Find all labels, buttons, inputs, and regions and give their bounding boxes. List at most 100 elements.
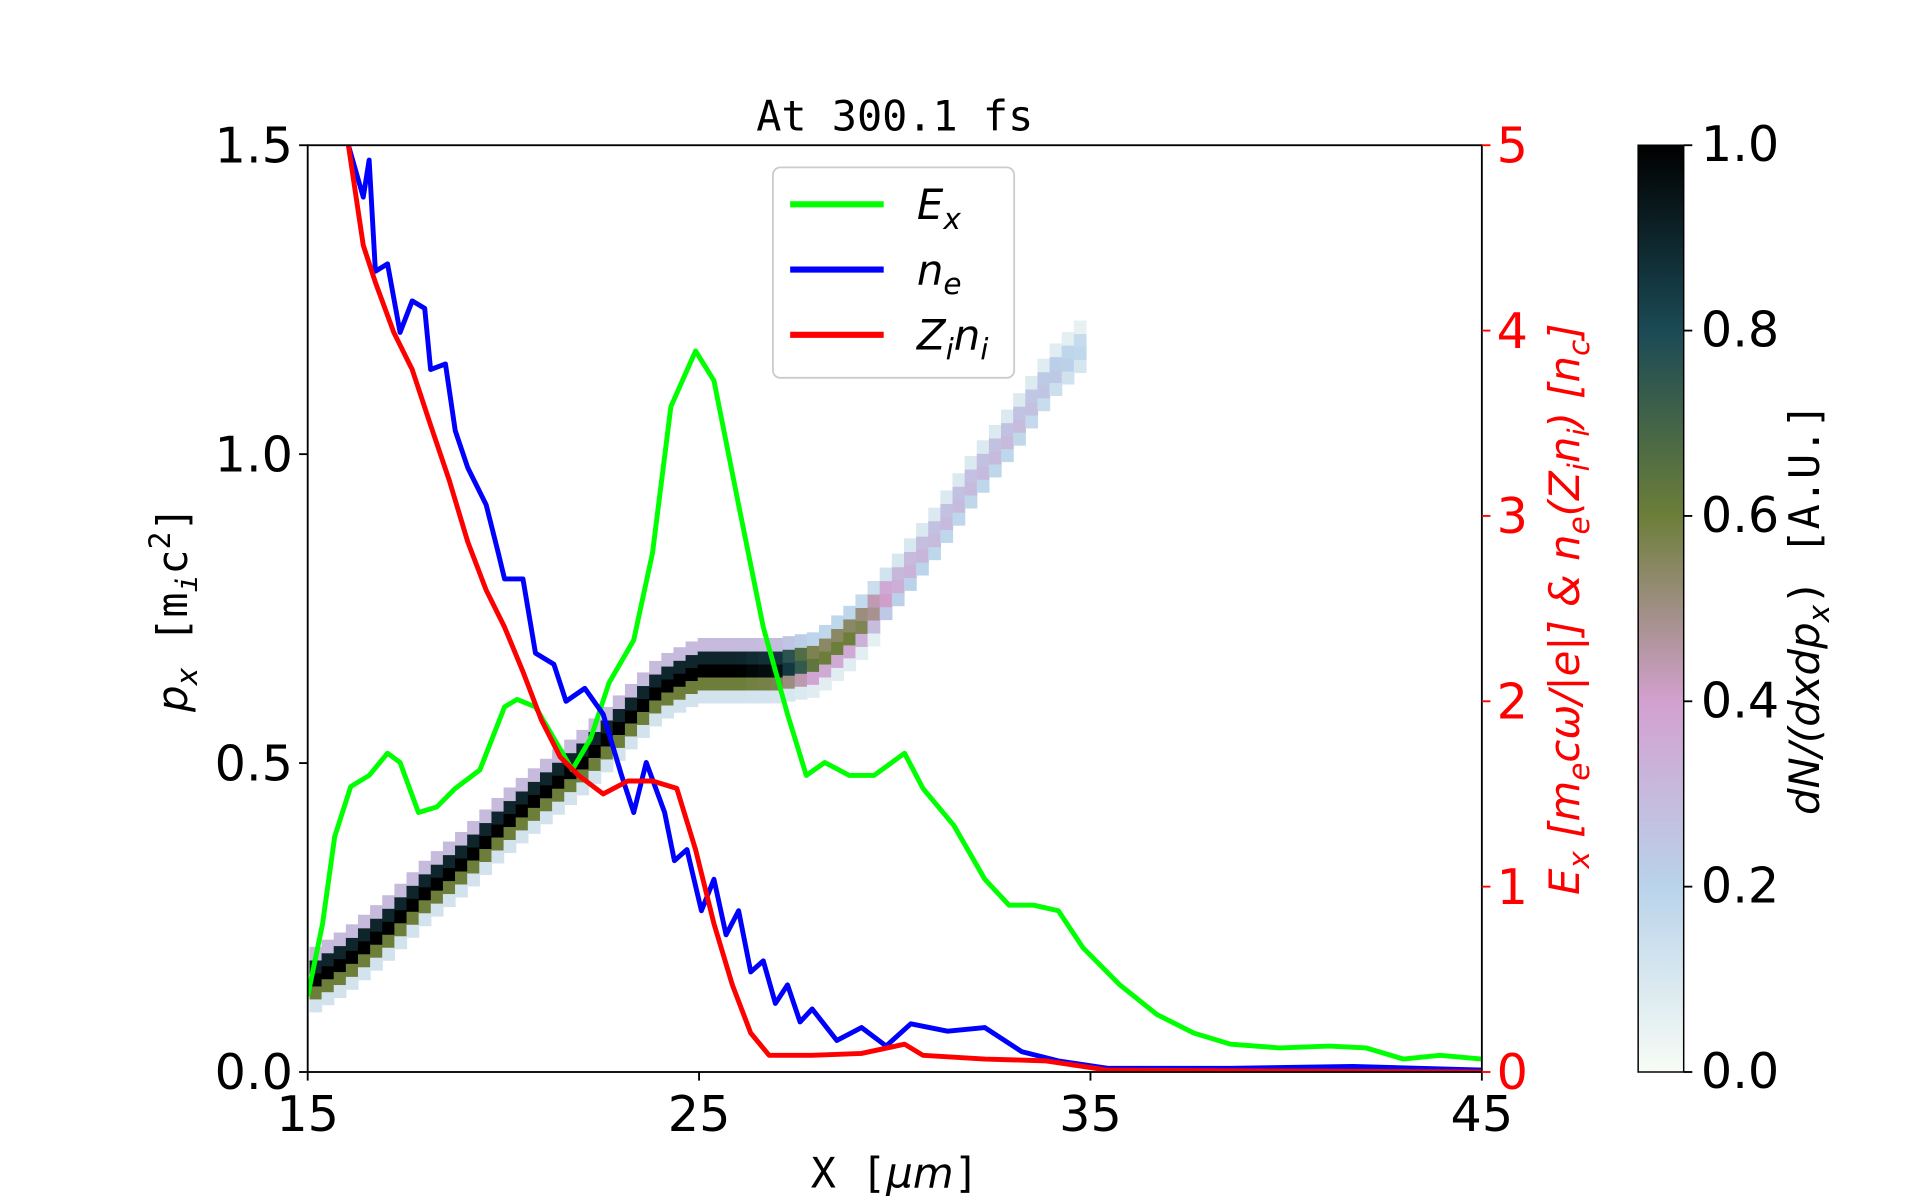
legend-label-ex: Ex (917, 180, 961, 236)
phase-space-cell (406, 898, 420, 912)
phase-space-cell (527, 807, 541, 821)
phase-space-cell (709, 676, 723, 691)
ylabel-sup: 2 (143, 532, 177, 550)
phase-space-cell (527, 768, 541, 782)
phase-space-cell (952, 499, 966, 513)
phase-space-cell (345, 950, 359, 964)
chart-title: At 300.1 fs (756, 91, 1033, 140)
x-label-part: ] (954, 1149, 979, 1198)
phase-space-cell (382, 908, 395, 922)
right-y-tick-label: 4 (1497, 302, 1528, 360)
phase-space-cell (903, 538, 917, 552)
phase-space-cell (721, 650, 735, 665)
phase-space-cell (685, 641, 699, 656)
phase-space-cell (721, 663, 735, 678)
phase-space-cell (891, 553, 905, 568)
phase-space-cell (564, 739, 577, 754)
x-label-unit: μm (885, 1149, 953, 1198)
colorbar (1637, 144, 1685, 1073)
rlabel-sub: e (1562, 763, 1596, 781)
left-y-tick-label: 1.5 (215, 116, 293, 174)
phase-space-cell (539, 784, 553, 799)
phase-space-cell (855, 646, 869, 660)
phase-space-cell (576, 729, 590, 744)
phase-space-cell (564, 778, 577, 793)
phase-space-cell (539, 758, 553, 773)
rlabel-sub: c (1562, 340, 1596, 356)
phase-space-cell (843, 618, 857, 633)
phase-space-cell (831, 628, 844, 642)
phase-space-cell (746, 637, 759, 652)
phase-space-cell (321, 965, 335, 980)
phase-space-cell (867, 606, 881, 621)
x-tick-label: 35 (1059, 1085, 1122, 1143)
phase-space-cell (333, 971, 347, 986)
plot-frame (306, 144, 1483, 1073)
right-y-axis-ticks: 0 1 2 3 4 5 (1481, 116, 1528, 1101)
phase-space-cell (612, 721, 626, 735)
phase-space-cell (697, 676, 711, 691)
phase-space-cell (831, 667, 844, 681)
phase-space-cell (1037, 371, 1051, 386)
rlabel-sub: i (1562, 428, 1596, 437)
rlabel-sub: i (1562, 462, 1596, 471)
phase-space-cell (1073, 346, 1087, 361)
ylabel-p: p (148, 685, 197, 713)
phase-space-cell (879, 567, 893, 582)
phase-space-cell (649, 699, 662, 714)
phase-space-cell (479, 809, 493, 824)
phase-space-cell (928, 520, 941, 535)
phase-space-cell (673, 686, 687, 700)
phase-space-cell (527, 820, 541, 834)
phase-space-cell (539, 797, 553, 812)
phase-space-cell (1073, 320, 1087, 335)
phase-space-cell (770, 637, 784, 652)
phase-space-cell (649, 712, 662, 727)
phase-space-cell (467, 859, 480, 874)
phase-space-cell (685, 654, 699, 669)
phase-space-cell (333, 932, 347, 947)
phase-space-cell (794, 686, 808, 700)
phase-space-cell (685, 680, 699, 694)
phase-space-cell (661, 652, 675, 667)
phase-space-cell (988, 463, 1002, 478)
phase-space-cell (637, 685, 650, 700)
phase-space-cell (588, 757, 602, 771)
rlabel-sub: e (1562, 516, 1596, 534)
phase-space-cell (697, 689, 711, 704)
left-y-tick-label: 0.5 (215, 734, 293, 792)
right-y-tick-label: 1 (1497, 858, 1528, 916)
phase-space-cell (916, 548, 929, 563)
phase-space-cell (964, 455, 978, 470)
phase-space-cell (1049, 369, 1063, 384)
phase-space-cell (394, 922, 408, 937)
phase-space-cell (1001, 435, 1014, 450)
colorbar-tick-label: 0.2 (1701, 857, 1779, 915)
phase-space-cell (455, 870, 468, 885)
phase-space-cell (479, 835, 493, 850)
phase-space-cell (430, 864, 444, 878)
phase-space-cell (782, 662, 796, 676)
phase-space-cell (382, 895, 395, 909)
phase-space-cell (527, 781, 541, 795)
x-tick-label: 15 (276, 1085, 339, 1143)
phase-space-cell (782, 649, 796, 663)
phase-space-cell (637, 724, 650, 738)
phase-space-cell (612, 708, 626, 722)
phase-space-cell (734, 663, 747, 678)
colorbar-tick-label: 0.0 (1701, 1042, 1779, 1100)
phase-space-cell (527, 794, 541, 808)
phase-space-cell (491, 823, 505, 838)
phase-space-cell (721, 676, 735, 691)
phase-space-cell (697, 650, 711, 665)
phase-space-cell (843, 631, 857, 646)
phase-space-cell (442, 880, 456, 895)
phase-space-cell (1013, 419, 1026, 433)
phase-space-cell (734, 676, 747, 691)
phase-space-cell (418, 873, 432, 888)
phase-space-cell (491, 849, 505, 864)
phase-space-cell (1049, 356, 1063, 371)
left-y-tick-label: 1.0 (215, 425, 293, 483)
phase-space-cell (309, 998, 323, 1013)
phase-space-cell (1001, 448, 1014, 463)
